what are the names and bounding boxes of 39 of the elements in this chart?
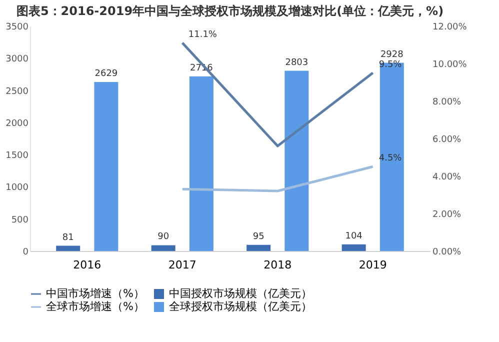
y2-tick-label: 12.00% [432, 22, 468, 32]
y-tick-label: 500 [11, 215, 29, 226]
data-label: 2928 [380, 50, 404, 60]
x-tick-label: 2019 [358, 258, 387, 272]
y2-tick-label: 8.00% [432, 98, 462, 108]
legend-label: 中国授权市场规模（亿美元） [169, 287, 312, 300]
y-tick-label: 0 [22, 248, 29, 258]
bar [189, 76, 214, 251]
data-label: 81 [62, 232, 74, 243]
y2-tick-label: 4.00% [432, 172, 462, 182]
y2-tick-label: 10.00% [432, 60, 468, 70]
y2-tick-label: 6.00% [432, 135, 462, 145]
data-label: 104 [345, 231, 363, 242]
y-tick-label: 1000 [6, 183, 29, 194]
y-tick-label: 2500 [6, 86, 29, 97]
y-tick-label: 2000 [6, 118, 29, 129]
bar [342, 244, 366, 251]
data-label: 95 [252, 232, 264, 242]
bar [151, 245, 176, 251]
data-label: 2629 [94, 68, 118, 79]
legend-label: 全球授权市场规模（亿美元） [169, 300, 312, 313]
y-tick-label: 3000 [6, 54, 29, 65]
bar [94, 82, 118, 251]
bar [56, 246, 80, 251]
legend-label: 中国市场增速（%） [46, 287, 144, 300]
data-label: 90 [158, 232, 170, 242]
y2-tick-label: 2.00% [432, 210, 462, 220]
x-tick-label: 2017 [168, 258, 196, 272]
y-tick-label: 1500 [6, 151, 29, 162]
x-tick-label: 2016 [73, 258, 102, 272]
x-tick-label: 2018 [264, 258, 292, 272]
chart-title: 图表5：2016-2019年中国与全球授权市场规模及增速对比(单位：亿美元，%) [16, 4, 444, 18]
bar [246, 244, 271, 251]
legend-label: 全球市场增速（%） [46, 300, 144, 313]
y2-tick-label: 0.00% [432, 248, 462, 258]
data-label: 11.1% [188, 30, 218, 40]
y-tick-label: 3500 [6, 22, 29, 32]
bar [284, 70, 309, 251]
data-label: 2803 [285, 58, 308, 68]
